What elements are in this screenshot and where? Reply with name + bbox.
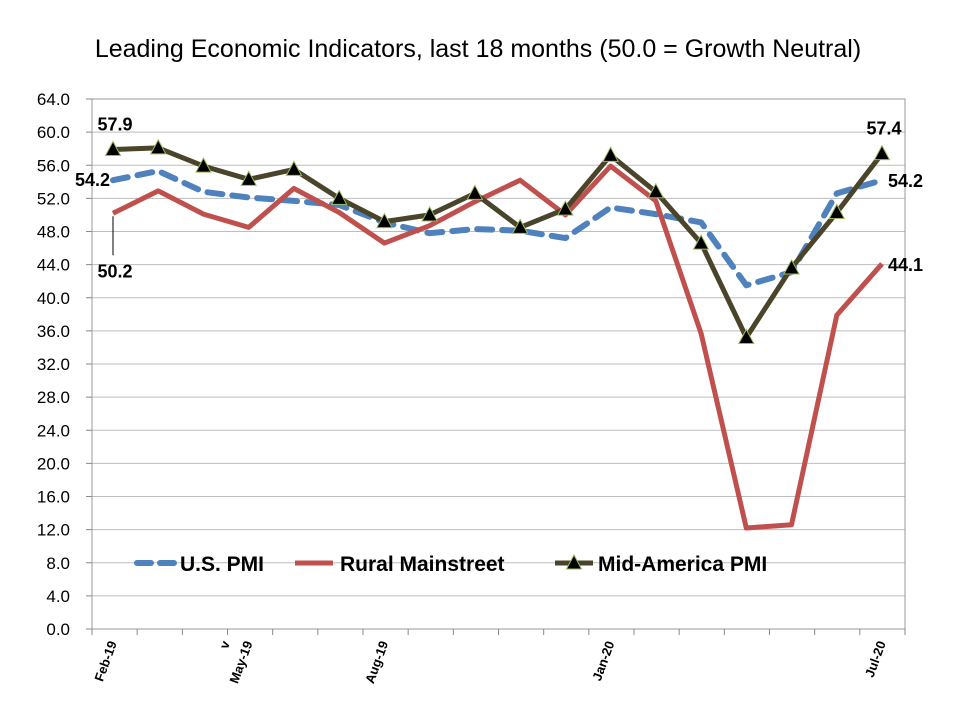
triangle-marker bbox=[330, 189, 348, 205]
series-line-1 bbox=[111, 163, 884, 531]
y-tick-label: 32.0 bbox=[37, 355, 70, 374]
data-label: 50.2 bbox=[97, 261, 132, 281]
x-tick-label: v bbox=[216, 638, 233, 651]
legend-label: Mid-America PMI bbox=[598, 553, 767, 576]
series-line-0 bbox=[110, 168, 885, 289]
triangle-marker bbox=[557, 200, 574, 216]
triangle-marker bbox=[104, 140, 122, 157]
triangle-marker bbox=[240, 170, 258, 186]
legend-item-1: Rural Mainstreet bbox=[295, 553, 505, 576]
y-tick-label: 0.0 bbox=[46, 620, 70, 639]
series-markers bbox=[104, 138, 891, 344]
legend: U.S. PMI Rural Mainstreet Mid-America PMI bbox=[134, 553, 767, 576]
triangle-marker bbox=[285, 160, 303, 176]
legend-label: Rural Mainstreet bbox=[340, 553, 505, 576]
chart-title: Leading Economic Indicators, last 18 mon… bbox=[95, 35, 861, 63]
y-tick-label: 20.0 bbox=[37, 454, 70, 473]
data-labels: 57.9 54.2 50.2 57.4 54.2 44.1 bbox=[75, 115, 923, 282]
triangle-marker bbox=[511, 218, 529, 234]
triangle-marker bbox=[873, 144, 891, 161]
y-tick-label: 56.0 bbox=[37, 156, 70, 175]
y-tick-label: 12.0 bbox=[37, 521, 70, 540]
triangle-marker bbox=[647, 182, 665, 199]
triangle-marker bbox=[195, 157, 212, 173]
x-tick-label: Jul-20 bbox=[862, 639, 889, 679]
legend-label: U.S. PMI bbox=[180, 553, 264, 576]
y-tick-label: 64.0 bbox=[37, 90, 70, 109]
y-tick-label: 4.0 bbox=[46, 587, 70, 606]
data-label: 44.1 bbox=[888, 255, 923, 275]
y-tick-label: 44.0 bbox=[37, 256, 70, 275]
gridlines bbox=[92, 131, 905, 597]
y-tick-label: 16.0 bbox=[37, 488, 70, 507]
triangle-marker bbox=[376, 212, 393, 229]
x-tick-label: Aug-19 bbox=[362, 639, 391, 686]
triangle-marker bbox=[692, 234, 710, 250]
triangle-marker bbox=[602, 146, 619, 162]
y-tick-label: 40.0 bbox=[37, 289, 70, 308]
y-tick-label: 60.0 bbox=[37, 123, 70, 142]
legend-item-2: Mid-America PMI bbox=[555, 553, 767, 576]
triangle-marker bbox=[466, 184, 484, 200]
data-label: 54.2 bbox=[888, 171, 923, 191]
triangle-marker bbox=[421, 205, 438, 222]
y-tick-label: 36.0 bbox=[37, 322, 70, 341]
y-tick-label: 52.0 bbox=[37, 189, 70, 208]
data-label: 57.9 bbox=[97, 115, 132, 135]
x-tick-label: Feb-19 bbox=[91, 639, 119, 684]
triangle-marker bbox=[149, 138, 167, 155]
triangle-marker bbox=[828, 203, 846, 219]
series-lines bbox=[110, 145, 885, 531]
data-label: 57.4 bbox=[866, 119, 901, 139]
x-tick-label: Jan-20 bbox=[589, 639, 617, 683]
triangle-marker bbox=[783, 258, 800, 275]
triangle-marker bbox=[737, 328, 755, 344]
y-tick-label: 24.0 bbox=[37, 421, 70, 440]
y-tick-label: 48.0 bbox=[37, 223, 70, 242]
legend-item-0: U.S. PMI bbox=[134, 553, 264, 576]
data-label: 54.2 bbox=[75, 170, 110, 190]
series-line-2 bbox=[112, 145, 884, 340]
y-tick-label: 28.0 bbox=[37, 388, 70, 407]
y-tick-label: 8.0 bbox=[46, 554, 70, 573]
legend-marker bbox=[565, 553, 583, 570]
